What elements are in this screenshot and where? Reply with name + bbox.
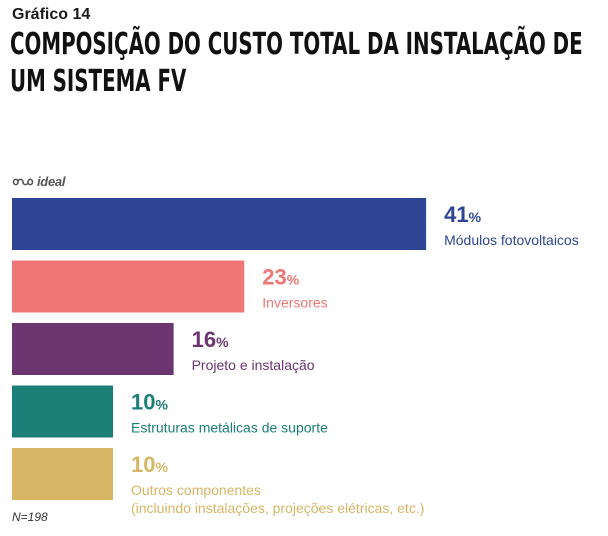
value-label-2: 23% <box>262 265 299 290</box>
bar-5 <box>12 448 113 500</box>
bar-2 <box>12 260 245 313</box>
category-label-5-line-2: (incluindo instalações, projeções elétri… <box>131 500 424 516</box>
logo-text: ideal <box>37 174 66 189</box>
value-label-3: 16% <box>192 327 229 352</box>
chart-title-line-2: UM SISTEMA FV <box>10 64 187 99</box>
infinity-icon <box>12 178 34 185</box>
category-label-2: Inversores <box>262 295 327 311</box>
value-label-1: 41% <box>444 202 481 227</box>
category-label-1: Módulos fotovoltaicos <box>444 232 579 248</box>
ideal-logo: ideal <box>12 174 65 189</box>
bar-3 <box>12 323 174 375</box>
bar-1 <box>12 198 427 250</box>
sample-size-note: N=198 <box>12 510 48 524</box>
value-label-5: 10% <box>131 452 168 477</box>
category-label-3: Projeto e instalação <box>192 357 315 373</box>
category-label-5: Outros componentes <box>131 482 261 498</box>
value-label-4: 10% <box>131 390 168 415</box>
category-label-4: Estruturas metálicas de suporte <box>131 420 328 436</box>
chart-subtitle: Gráfico 14 <box>12 6 91 23</box>
bar-4 <box>12 385 113 438</box>
